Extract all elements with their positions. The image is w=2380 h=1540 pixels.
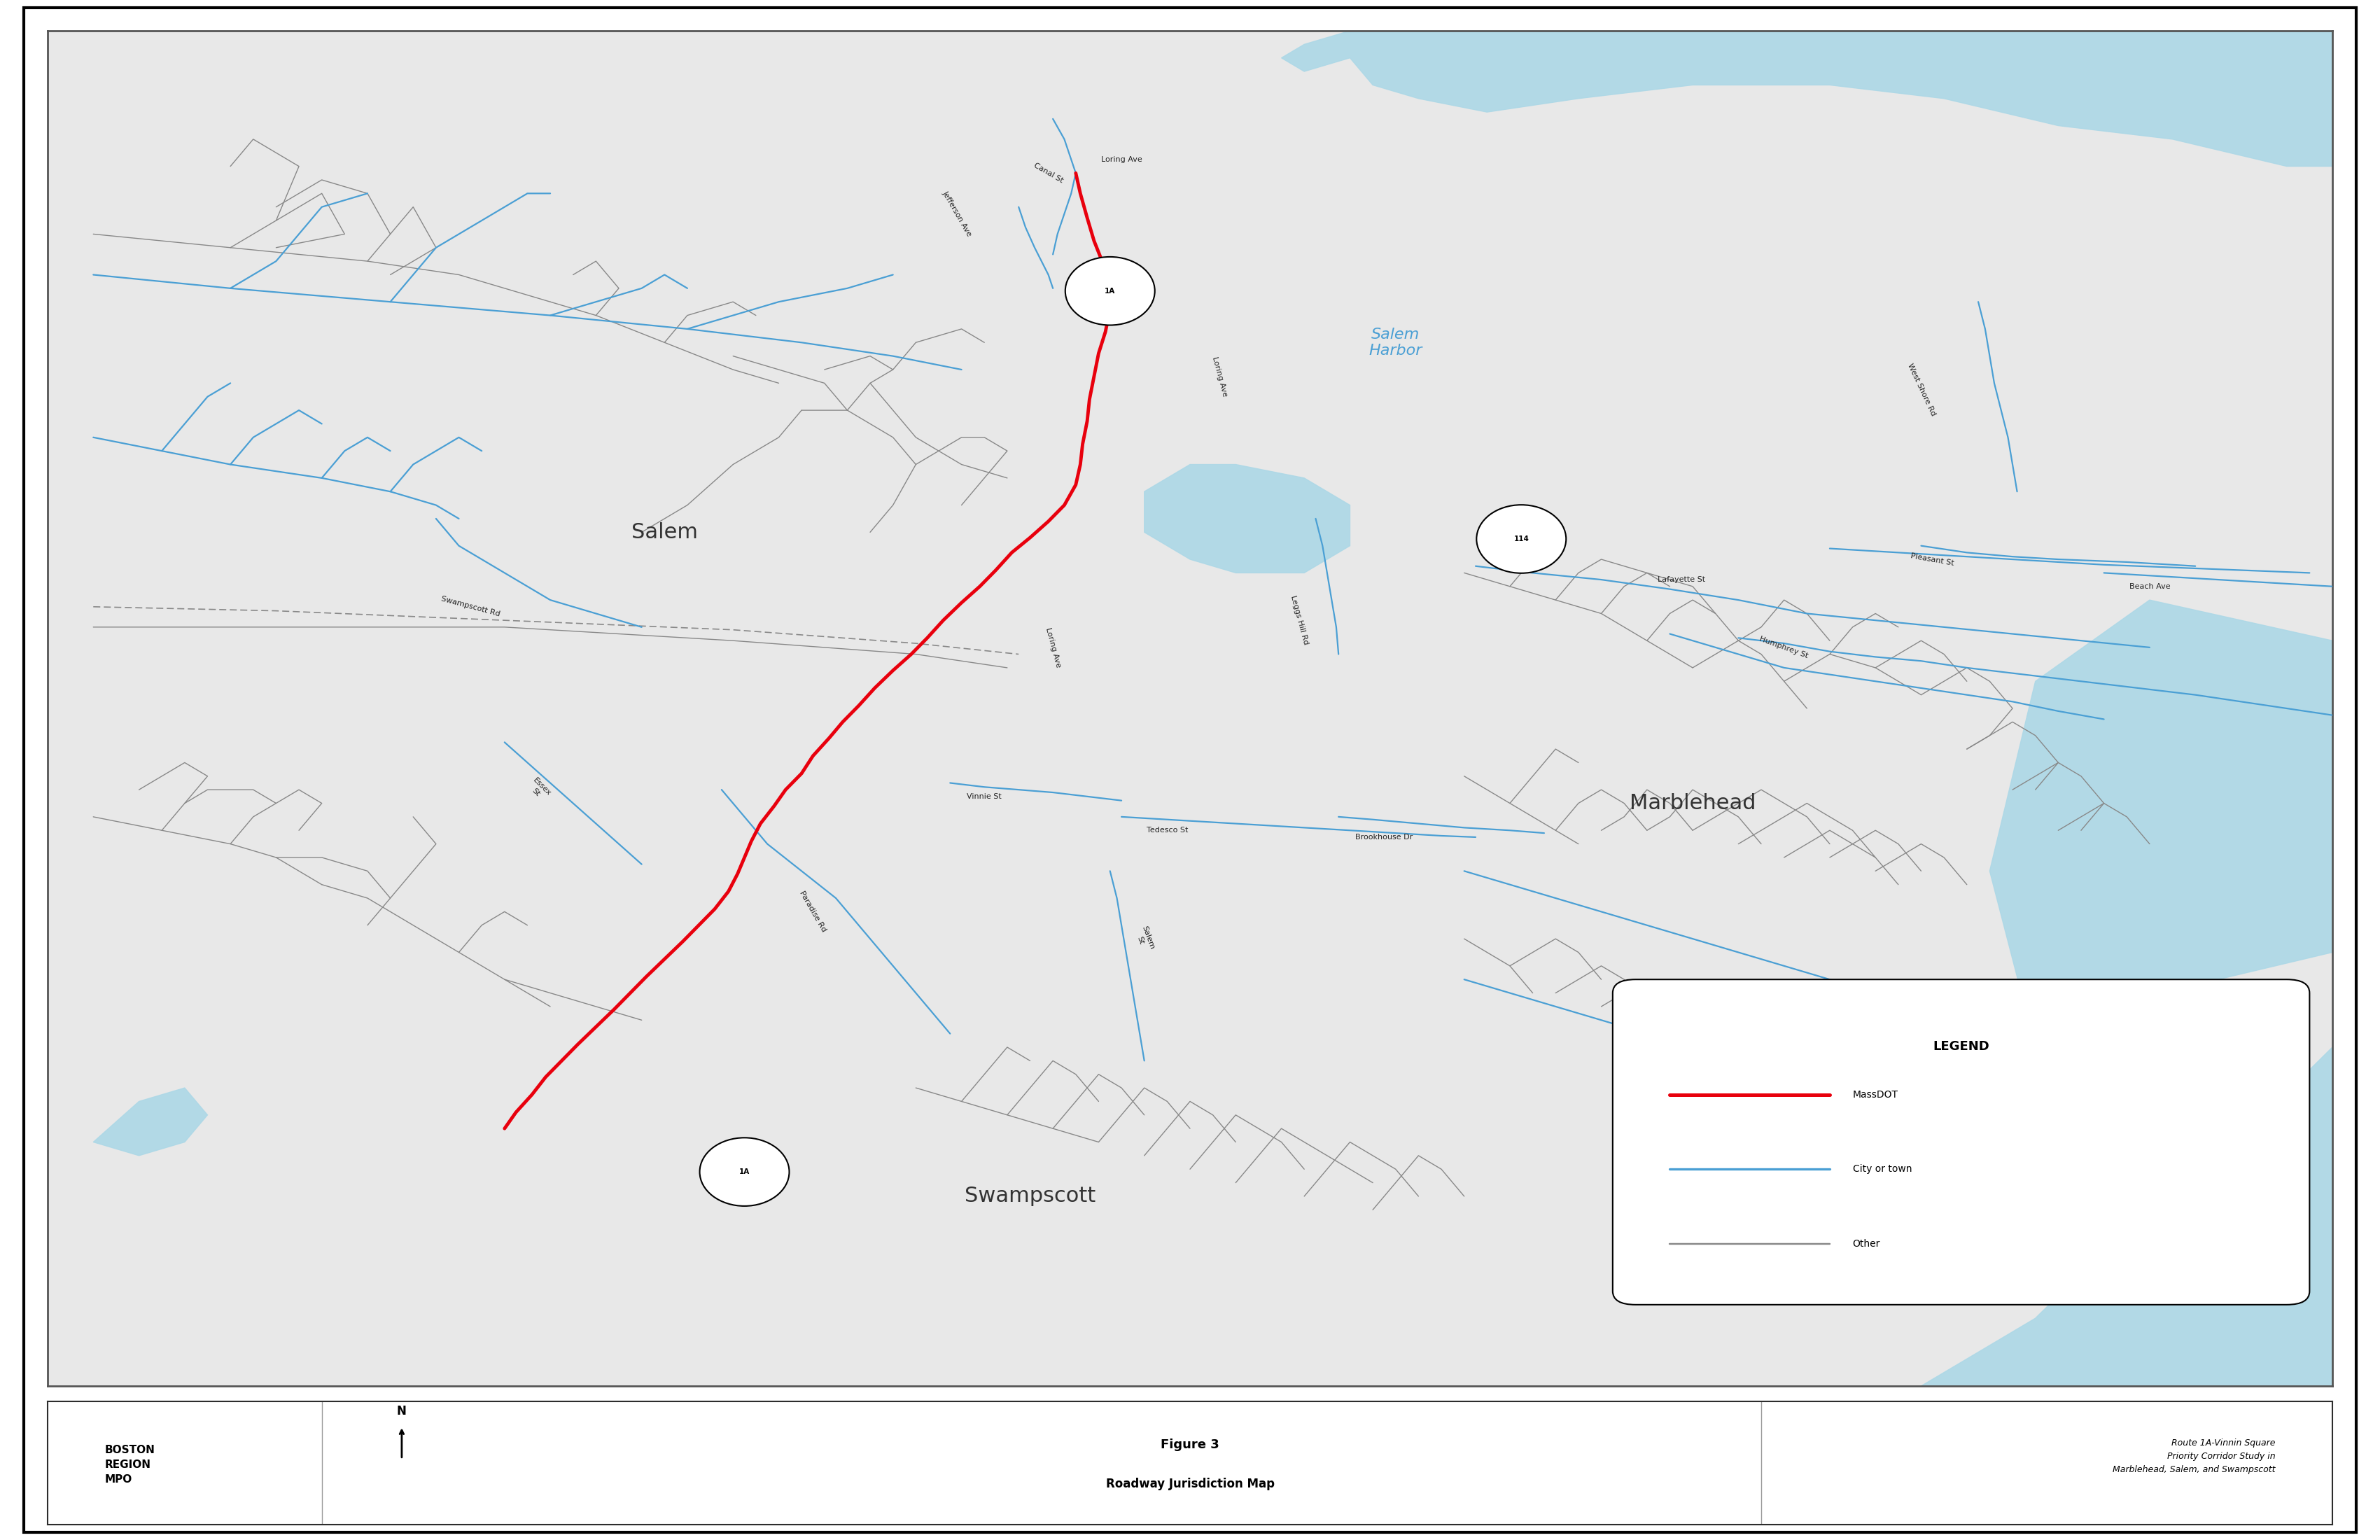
Text: Jefferson Ave: Jefferson Ave <box>940 189 973 237</box>
Text: Pleasant St: Pleasant St <box>1911 551 1954 567</box>
Polygon shape <box>1921 1047 2332 1386</box>
Ellipse shape <box>700 1138 790 1206</box>
Text: Paradise Rd: Paradise Rd <box>797 890 828 933</box>
Text: Humphrey St: Humphrey St <box>1759 636 1809 659</box>
Text: Roadway Jurisdiction Map: Roadway Jurisdiction Map <box>1107 1478 1273 1491</box>
Ellipse shape <box>1066 257 1154 325</box>
Text: Salem: Salem <box>631 522 697 542</box>
Text: Loring Ave: Loring Ave <box>1211 356 1228 397</box>
Text: BOSTON
REGION
MPO: BOSTON REGION MPO <box>105 1445 155 1485</box>
Polygon shape <box>93 1087 207 1155</box>
Text: Tedesco St: Tedesco St <box>1147 827 1188 833</box>
Text: Figure 3: Figure 3 <box>1161 1438 1219 1451</box>
Text: Canal St: Canal St <box>1033 162 1064 185</box>
Text: Beach Ave: Beach Ave <box>2130 584 2171 590</box>
Text: 114: 114 <box>1514 536 1528 542</box>
Text: Brookhouse Dr: Brookhouse Dr <box>1357 833 1414 841</box>
Text: LEGEND: LEGEND <box>1933 1041 1990 1053</box>
Text: 1A: 1A <box>1104 288 1116 294</box>
Text: Leggs Hill Rd: Leggs Hill Rd <box>1290 594 1309 645</box>
Text: Other: Other <box>1852 1238 1880 1249</box>
Text: Loring Ave: Loring Ave <box>1102 156 1142 163</box>
Text: Essex
St: Essex St <box>526 776 552 802</box>
Text: Swampscott: Swampscott <box>964 1186 1095 1206</box>
Text: Swampscott Rd: Swampscott Rd <box>440 596 500 618</box>
Text: Salem
St: Salem St <box>1133 924 1157 953</box>
Text: Salem
Harbor: Salem Harbor <box>1368 328 1423 357</box>
Text: West Shore Rd: West Shore Rd <box>1906 362 1937 417</box>
Text: N: N <box>397 1404 407 1417</box>
Text: 1A: 1A <box>740 1169 750 1175</box>
Polygon shape <box>1145 465 1349 573</box>
Text: Loring Ave: Loring Ave <box>1045 627 1061 668</box>
Text: Vinnie St: Vinnie St <box>966 793 1002 799</box>
Text: City or town: City or town <box>1852 1164 1911 1173</box>
FancyBboxPatch shape <box>1614 979 2309 1304</box>
Text: MassDOT: MassDOT <box>1852 1090 1899 1100</box>
Polygon shape <box>1990 601 2332 1047</box>
Ellipse shape <box>1476 505 1566 573</box>
Text: Marblehead: Marblehead <box>1630 793 1756 813</box>
Polygon shape <box>1280 31 2332 166</box>
Text: Route 1A-Vinnin Square
Priority Corridor Study in
Marblehead, Salem, and Swampsc: Route 1A-Vinnin Square Priority Corridor… <box>2113 1438 2275 1474</box>
Text: Lafayette St: Lafayette St <box>1656 576 1704 584</box>
